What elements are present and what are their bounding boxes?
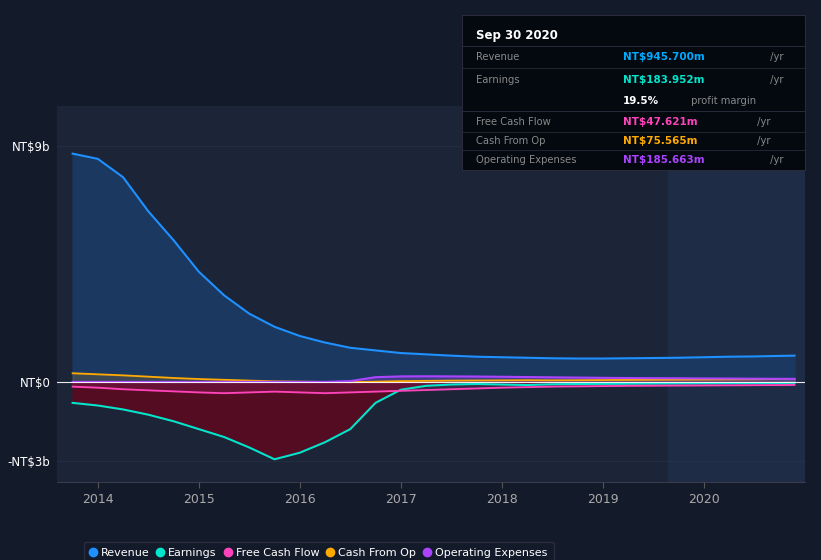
Text: Free Cash Flow: Free Cash Flow — [475, 116, 550, 127]
Text: NT$185.663m: NT$185.663m — [623, 155, 705, 165]
Text: Cash From Op: Cash From Op — [475, 136, 545, 146]
Text: Earnings: Earnings — [475, 74, 520, 85]
Text: NT$47.621m: NT$47.621m — [623, 116, 698, 127]
Text: /yr: /yr — [767, 52, 783, 62]
Text: /yr: /yr — [767, 74, 783, 85]
Text: /yr: /yr — [754, 116, 770, 127]
Text: Revenue: Revenue — [475, 52, 519, 62]
Bar — [668, 106, 821, 482]
Text: /yr: /yr — [754, 136, 770, 146]
Text: /yr: /yr — [767, 155, 783, 165]
Text: profit margin: profit margin — [688, 96, 756, 106]
Text: Operating Expenses: Operating Expenses — [475, 155, 576, 165]
Text: NT$183.952m: NT$183.952m — [623, 74, 704, 85]
Text: NT$75.565m: NT$75.565m — [623, 136, 698, 146]
Legend: Revenue, Earnings, Free Cash Flow, Cash From Op, Operating Expenses: Revenue, Earnings, Free Cash Flow, Cash … — [84, 542, 554, 560]
Text: NT$945.700m: NT$945.700m — [623, 52, 705, 62]
Text: Sep 30 2020: Sep 30 2020 — [475, 29, 557, 42]
Text: 19.5%: 19.5% — [623, 96, 659, 106]
